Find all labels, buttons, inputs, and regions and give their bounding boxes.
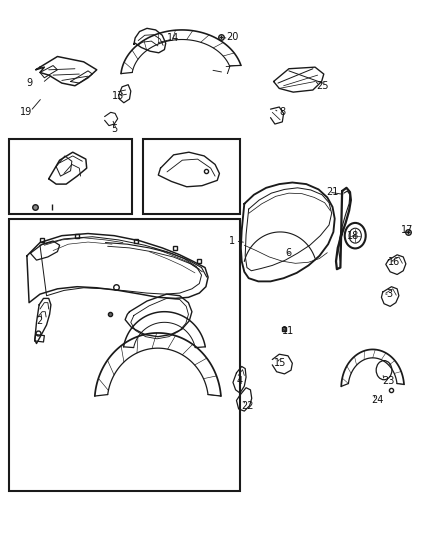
- Bar: [9, 139, 132, 214]
- Text: 17: 17: [401, 225, 413, 236]
- Text: 24: 24: [371, 395, 383, 406]
- Text: 23: 23: [382, 376, 395, 386]
- Text: 4: 4: [237, 376, 243, 386]
- Bar: [9, 219, 240, 491]
- Text: 13: 13: [112, 91, 124, 101]
- Text: 18: 18: [347, 231, 360, 241]
- Text: 2: 2: [36, 316, 42, 326]
- Text: 9: 9: [26, 78, 32, 88]
- Text: 8: 8: [279, 107, 286, 117]
- Text: 6: 6: [286, 248, 292, 258]
- Text: 11: 11: [282, 326, 294, 336]
- Text: 25: 25: [317, 81, 329, 91]
- Text: 16: 16: [388, 257, 400, 267]
- Text: 14: 14: [167, 33, 179, 43]
- Text: 15: 15: [274, 358, 286, 368]
- Text: 1: 1: [229, 236, 235, 246]
- Text: 3: 3: [386, 289, 392, 299]
- Text: 5: 5: [111, 124, 117, 134]
- Text: 19: 19: [20, 107, 32, 117]
- Text: 7: 7: [225, 66, 231, 76]
- Text: 20: 20: [226, 32, 238, 42]
- Text: 21: 21: [326, 187, 339, 197]
- Bar: [143, 139, 240, 214]
- Text: 22: 22: [241, 401, 254, 411]
